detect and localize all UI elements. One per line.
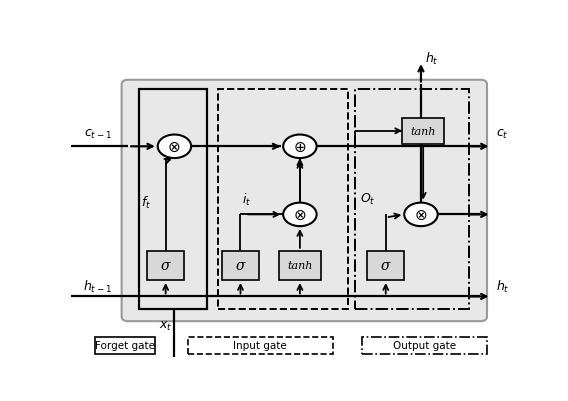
Text: ⊗: ⊗ <box>294 207 306 222</box>
FancyBboxPatch shape <box>367 251 404 280</box>
Text: ⊗: ⊗ <box>168 140 181 154</box>
Circle shape <box>283 135 316 159</box>
Text: tanh: tanh <box>287 261 312 271</box>
Bar <box>355 90 469 309</box>
Text: σ: σ <box>161 259 170 273</box>
Text: $c_{t-1}$: $c_{t-1}$ <box>83 128 111 141</box>
Bar <box>187 337 333 354</box>
Text: $i_t$: $i_t$ <box>243 191 252 207</box>
Bar <box>139 90 207 309</box>
Text: Output gate: Output gate <box>392 340 456 350</box>
FancyBboxPatch shape <box>122 81 487 321</box>
Circle shape <box>283 203 316 227</box>
FancyBboxPatch shape <box>402 118 444 145</box>
FancyBboxPatch shape <box>147 251 185 280</box>
Text: Input gate: Input gate <box>233 340 287 350</box>
FancyBboxPatch shape <box>222 251 259 280</box>
Text: $f_t$: $f_t$ <box>141 194 151 211</box>
Text: $x_t$: $x_t$ <box>159 320 172 332</box>
Bar <box>95 337 154 354</box>
Circle shape <box>158 135 191 159</box>
Text: Forget gate: Forget gate <box>95 340 155 350</box>
Text: σ: σ <box>381 259 390 273</box>
Text: $h_{t-1}$: $h_{t-1}$ <box>83 278 112 294</box>
Text: $c_t$: $c_t$ <box>496 128 508 141</box>
Text: $O_t$: $O_t$ <box>360 192 376 207</box>
Text: $h_t$: $h_t$ <box>425 51 438 67</box>
Text: tanh: tanh <box>411 126 436 136</box>
Bar <box>219 90 348 309</box>
Text: σ: σ <box>236 259 245 273</box>
FancyBboxPatch shape <box>279 251 321 280</box>
Text: ⊕: ⊕ <box>294 140 306 154</box>
Bar <box>361 337 487 354</box>
Text: $h_t$: $h_t$ <box>496 278 509 294</box>
Circle shape <box>404 203 438 227</box>
Text: ⊗: ⊗ <box>415 207 427 222</box>
